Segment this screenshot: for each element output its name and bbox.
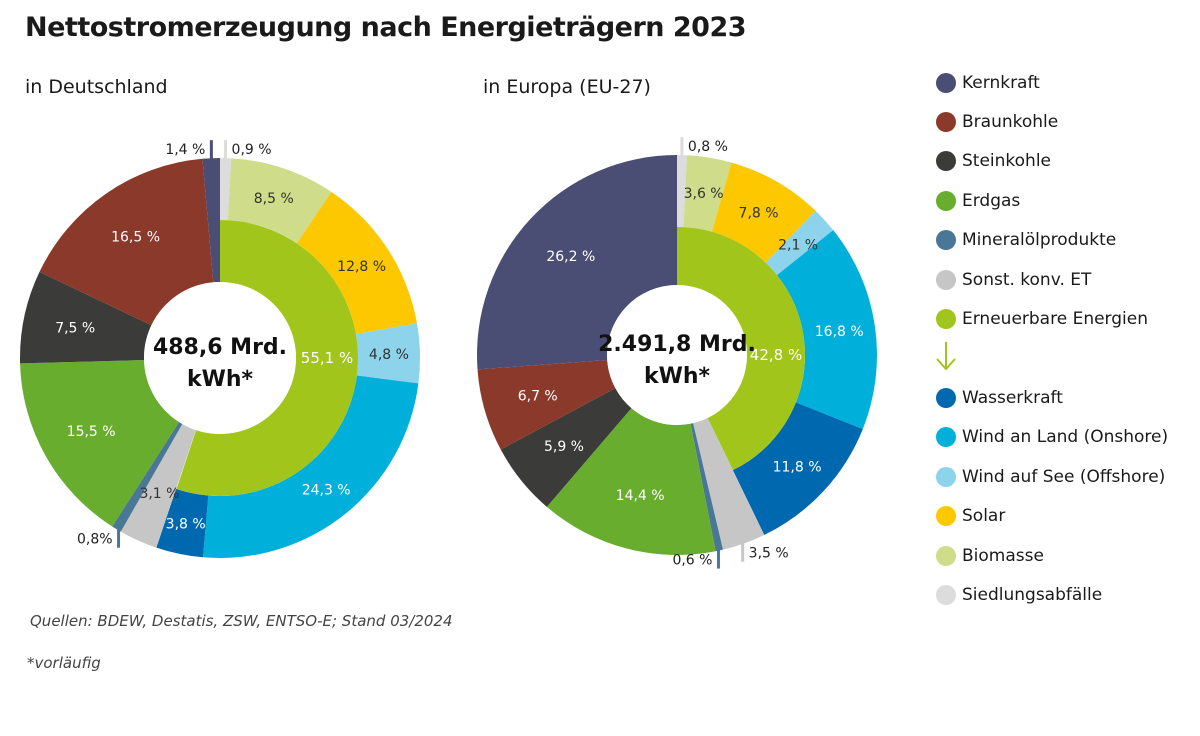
slice-steinkohle — [20, 271, 152, 364]
data-label: 2,1 % — [778, 237, 818, 253]
inner-ring-label: 42,8 % — [750, 346, 802, 364]
legend-label: Wind auf See (Offshore) — [962, 467, 1166, 487]
slice-erdgas — [546, 408, 716, 555]
slice-steinkohle — [500, 388, 632, 507]
subtitle-germany: in Deutschland — [25, 76, 168, 98]
center-total: 488,6 Mrd. — [153, 335, 287, 360]
slice-wind-auf-see-offshore- — [355, 323, 420, 384]
legend-label: Erdgas — [962, 191, 1021, 211]
legend-swatch — [936, 506, 956, 526]
data-label: 8,5 % — [254, 191, 294, 207]
slice-wind-an-land-onshore- — [777, 230, 877, 430]
subtitle-europe: in Europa (EU-27) — [483, 76, 651, 98]
slice-siedlungsabfälle — [677, 155, 688, 228]
legend-label: Mineralölprodukte — [962, 230, 1117, 250]
data-label: 5,9 % — [544, 439, 584, 455]
legend-swatch — [936, 427, 956, 447]
legend-swatch — [936, 112, 956, 132]
data-label: 24,3 % — [302, 482, 351, 498]
center-total: 2.491,8 Mrd. — [598, 332, 756, 357]
slice-wasserkraft — [156, 488, 209, 558]
legend-swatch — [936, 230, 956, 250]
slice-mineralölprodukte — [112, 422, 183, 532]
slice-siedlungsabfälle — [220, 158, 232, 221]
footnote: *vorläufig — [27, 654, 101, 672]
donut-charts: 0,9 % 8,5 % 12,8 % 4,8 % 24,3 % 3,8 % 3,1 % 0,8… — [20, 137, 877, 569]
legend-swatch — [936, 585, 956, 605]
donut-hole — [144, 282, 296, 434]
legend-label: Wasserkraft — [962, 388, 1063, 408]
slice-sonst-konv-et — [693, 417, 765, 550]
slice-biomasse — [227, 158, 332, 244]
data-label: 16,5 % — [111, 229, 160, 245]
legend-label: Biomasse — [962, 546, 1044, 566]
legend-label: Wind an Land (Onshore) — [962, 427, 1169, 447]
slice-wasserkraft — [732, 402, 863, 535]
arrow-down-icon — [936, 342, 956, 371]
legend-label: Sonst. konv. ET — [962, 270, 1092, 290]
legend-label: Braunkohle — [962, 112, 1059, 132]
legend-label: Solar — [962, 506, 1006, 526]
data-label: 0,8% — [77, 532, 113, 548]
legend-label: Siedlungsabfälle — [962, 585, 1103, 605]
legend-swatch — [936, 467, 956, 487]
legend-swatch — [936, 309, 956, 329]
legend-swatch — [936, 388, 956, 408]
slice-wind-an-land-onshore- — [203, 375, 419, 558]
slice-sonst-konv-et — [120, 423, 196, 548]
legend-swatch — [936, 73, 956, 93]
data-label: 7,5 % — [55, 320, 95, 336]
legend-swatch — [936, 151, 956, 171]
data-label: 6,7 % — [518, 388, 558, 404]
data-label: 16,8 % — [815, 324, 864, 340]
slice-solar — [711, 162, 816, 263]
data-label: 0,6 % — [672, 553, 712, 569]
data-label: 7,8 % — [739, 206, 779, 222]
legend-swatch — [936, 546, 956, 566]
legend-label: Steinkohle — [962, 151, 1052, 171]
slice-solar — [296, 191, 417, 335]
data-label: 3,6 % — [684, 186, 724, 202]
legend-swatch — [936, 191, 956, 211]
data-label: 12,8 % — [337, 259, 386, 275]
legend-swatch — [936, 270, 956, 290]
data-label: 3,1 % — [139, 486, 179, 502]
data-label: 4,8 % — [369, 347, 409, 363]
data-label: 1,4 % — [165, 142, 205, 158]
slice-erdgas — [20, 360, 180, 527]
donut-hole — [607, 285, 747, 425]
data-label: 3,5 % — [749, 546, 789, 562]
slice-kernkraft — [202, 158, 220, 283]
inner-ring-renewables — [677, 227, 805, 471]
slice-braunkohle — [477, 360, 616, 450]
chart-title: Nettostromerzeugung nach Energieträgern … — [25, 12, 747, 43]
slice-kernkraft — [477, 155, 677, 370]
slice-wind-auf-see-offshore- — [765, 210, 834, 276]
data-label: 3,8 % — [166, 516, 206, 532]
data-label: 26,2 % — [546, 249, 595, 265]
data-label: 0,9 % — [232, 142, 272, 158]
legend-label: Erneuerbare Energien — [962, 309, 1148, 329]
legend-label: Kernkraft — [962, 73, 1040, 93]
slice-biomasse — [683, 155, 732, 232]
center-total: kWh* — [644, 364, 711, 389]
data-label: 14,4 % — [616, 488, 665, 504]
inner-ring-renewables — [176, 220, 358, 496]
inner-ring-label: 55,1 % — [301, 349, 353, 367]
data-label: 15,5 % — [67, 424, 116, 440]
slice-braunkohle — [39, 158, 214, 326]
slice-mineralölprodukte — [690, 423, 723, 552]
source-note: Quellen: BDEW, Destatis, ZSW, ENTSO-E; S… — [30, 612, 453, 630]
data-label: 11,8 % — [773, 460, 822, 476]
center-total: kWh* — [187, 367, 254, 392]
data-label: 0,8 % — [688, 139, 728, 155]
